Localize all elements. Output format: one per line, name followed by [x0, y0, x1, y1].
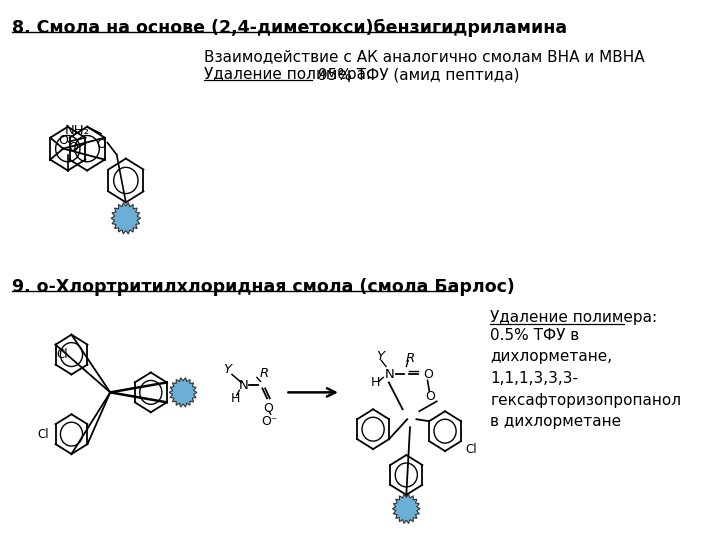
Text: 0.5% ТФУ в
дихлорметане,
1,1,1,3,3,3-
гексафторизопропанол
в дихлорметане: 0.5% ТФУ в дихлорметане, 1,1,1,3,3,3- ге… [490, 328, 681, 429]
Text: 8. Смола на основе (2,4-диметокси)бензигидриламина: 8. Смола на основе (2,4-диметокси)бензиг… [12, 19, 567, 37]
Text: 95% ТФУ (амид пептида): 95% ТФУ (амид пептида) [313, 67, 520, 82]
Text: Y: Y [223, 363, 231, 376]
Text: O: O [58, 134, 68, 147]
Text: R: R [405, 352, 415, 365]
Text: Y: Y [377, 350, 384, 363]
Text: NH₂: NH₂ [65, 124, 90, 137]
Text: O: O [96, 138, 106, 151]
Text: O: O [263, 402, 273, 415]
Text: R: R [260, 367, 269, 380]
Text: O: O [426, 390, 435, 403]
Text: Удаление полимера:: Удаление полимера: [204, 67, 372, 82]
Text: O: O [68, 140, 78, 153]
Text: Взаимодействие с АК аналогично смолам ВНА и МВНА: Взаимодействие с АК аналогично смолам ВН… [204, 49, 645, 64]
Text: N: N [239, 379, 249, 392]
Polygon shape [169, 377, 197, 407]
Text: 9. о-Хлортритилхлоридная смола (смола Барлос): 9. о-Хлортритилхлоридная смола (смола Ба… [12, 278, 516, 296]
Text: Cl: Cl [56, 348, 68, 361]
Text: H: H [370, 376, 379, 389]
Text: Удаление полимера:: Удаление полимера: [490, 310, 657, 325]
Text: Cl: Cl [37, 428, 50, 441]
Polygon shape [111, 202, 140, 234]
Text: O⁻: O⁻ [261, 415, 278, 428]
Text: H: H [231, 392, 240, 405]
Polygon shape [392, 494, 420, 523]
Text: +: + [173, 382, 192, 402]
Text: Cl: Cl [465, 443, 477, 456]
Text: O: O [423, 368, 433, 381]
Text: N: N [384, 368, 395, 381]
